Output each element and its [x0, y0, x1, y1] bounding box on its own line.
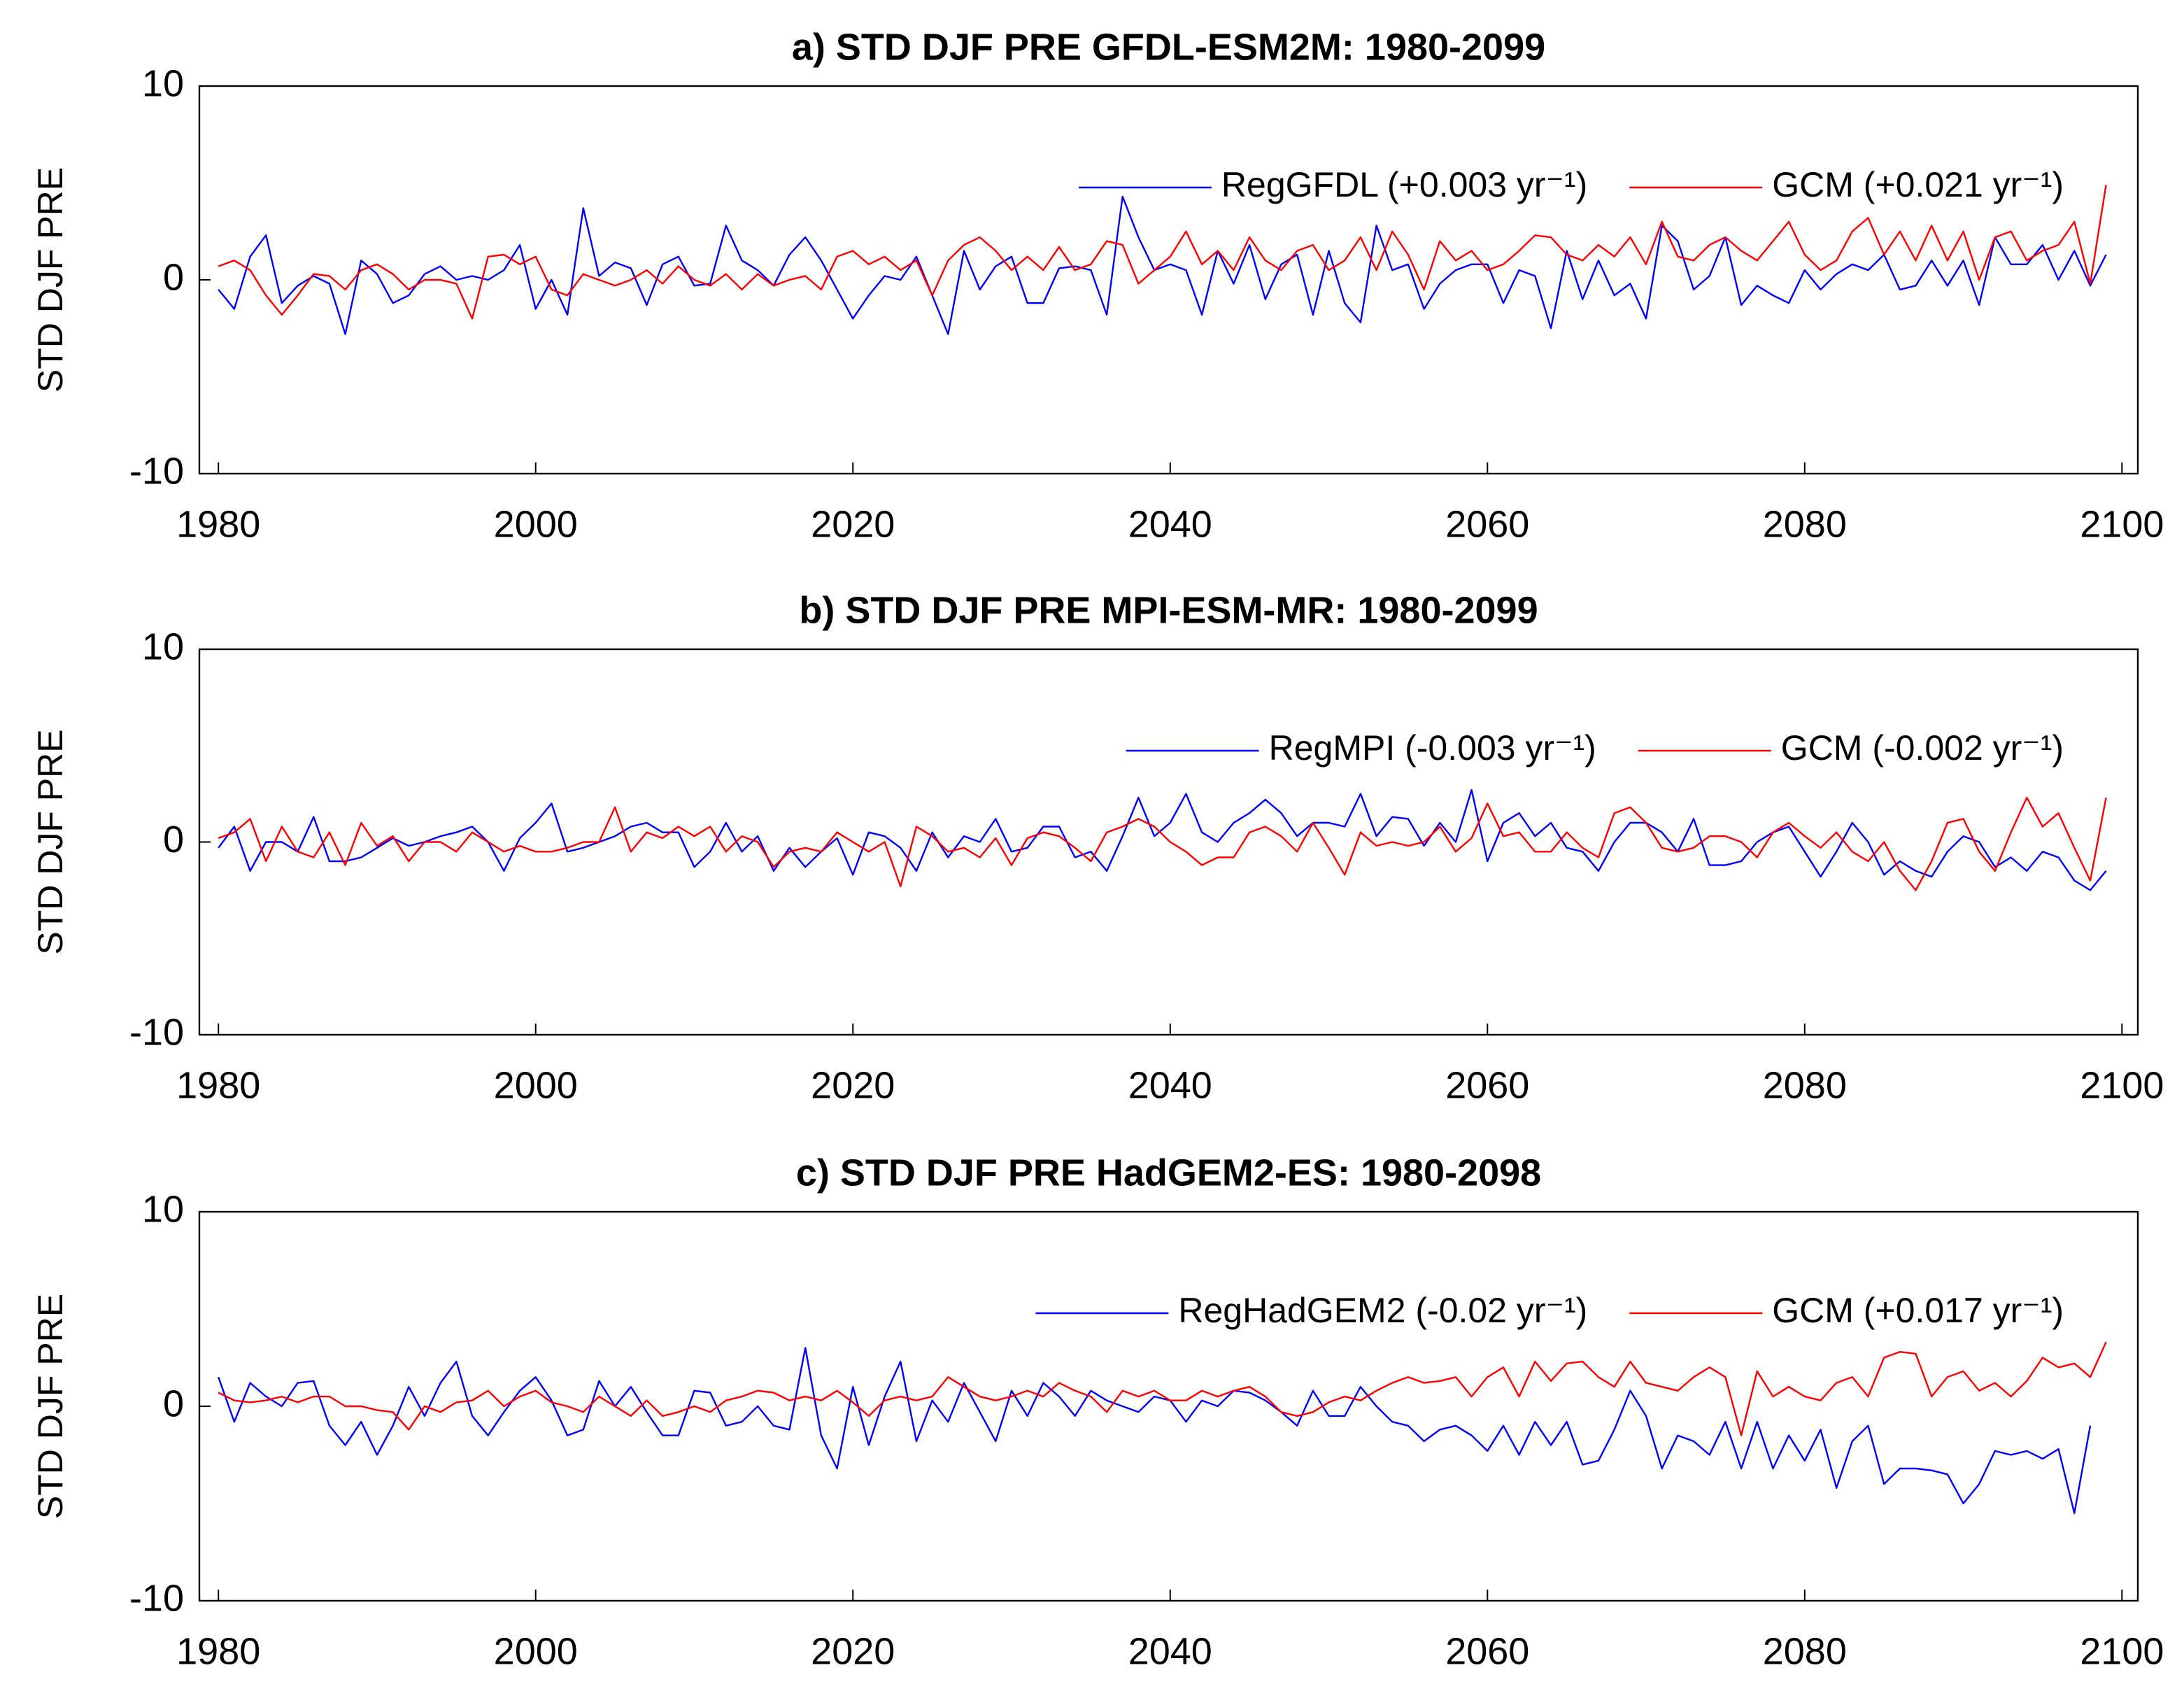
x-tick-label: 2020	[811, 1630, 895, 1672]
legend-label: GCM (+0.021 yr⁻¹)	[1772, 165, 2064, 204]
y-tick-label: 0	[163, 1382, 184, 1424]
x-tick-label: 2080	[1763, 503, 1847, 545]
chart-title: b) STD DJF PRE MPI-ESM-MR: 1980-2099	[799, 589, 1538, 631]
series-line	[218, 1347, 2092, 1515]
y-tick-label: -10	[129, 1011, 184, 1053]
x-tick-label: 2100	[2080, 1630, 2164, 1672]
legend: RegGFDL (+0.003 yr⁻¹) GCM (+0.021 yr⁻¹)	[1078, 165, 2064, 204]
y-axis-label: STD DJF PRE	[31, 729, 70, 954]
y-axis-label: STD DJF PRE	[31, 167, 70, 392]
plot-frame	[198, 648, 2139, 1036]
legend-label: RegMPI (-0.003 yr⁻¹)	[1269, 728, 1596, 767]
panel: c) STD DJF PRE HadGEM2-ES: 1980-2098 STD …	[31, 1152, 2164, 1672]
y-axis-label: STD DJF PRE	[31, 1294, 70, 1519]
legend-label: RegHadGEM2 (-0.02 yr⁻¹)	[1178, 1291, 1587, 1330]
x-tick-label: 2020	[811, 1064, 895, 1106]
y-tick-label: 0	[163, 256, 184, 298]
x-tick-label: 1980	[176, 503, 260, 545]
x-tick-label: 2040	[1128, 503, 1212, 545]
x-tick-label: 2000	[494, 1064, 578, 1106]
legend-label: RegGFDL (+0.003 yr⁻¹)	[1221, 165, 1587, 204]
x-tick-label: 2000	[494, 1630, 578, 1672]
panel: a) STD DJF PRE GFDL-ESM2M: 1980-2099 STD …	[31, 26, 2164, 545]
y-tick-label: -10	[129, 1577, 184, 1619]
x-tick-label: 1980	[176, 1630, 260, 1672]
x-tick-label: 1980	[176, 1064, 260, 1106]
x-tick-label: 2000	[494, 503, 578, 545]
legend: RegHadGEM2 (-0.02 yr⁻¹) GCM (+0.017 yr⁻¹)	[1035, 1291, 2064, 1330]
plot-frame	[198, 85, 2139, 475]
series-line	[218, 1341, 2107, 1436]
panel: b) STD DJF PRE MPI-ESM-MR: 1980-2099 STD …	[31, 589, 2164, 1106]
y-tick-label: 10	[142, 625, 184, 667]
y-tick-label: 0	[163, 819, 184, 861]
series-line	[218, 195, 2107, 335]
x-tick-label: 2080	[1763, 1630, 1847, 1672]
y-tick-label: -10	[129, 450, 184, 492]
legend-label: GCM (-0.002 yr⁻¹)	[1781, 728, 2064, 767]
x-tick-label: 2060	[1445, 1630, 1529, 1672]
x-tick-label: 2020	[811, 503, 895, 545]
x-tick-label: 2040	[1128, 1064, 1212, 1106]
x-tick-label: 2100	[2080, 503, 2164, 545]
series-line	[218, 788, 2107, 891]
x-tick-label: 2060	[1445, 503, 1529, 545]
chart-title: a) STD DJF PRE GFDL-ESM2M: 1980-2099	[792, 26, 1545, 68]
x-tick-label: 2100	[2080, 1064, 2164, 1106]
series-line	[218, 185, 2107, 320]
legend-label: GCM (+0.017 yr⁻¹)	[1772, 1291, 2064, 1330]
x-tick-label: 2080	[1763, 1064, 1847, 1106]
y-tick-label: 10	[142, 1188, 184, 1230]
chart-title: c) STD DJF PRE HadGEM2-ES: 1980-2098	[796, 1152, 1541, 1194]
legend: RegMPI (-0.003 yr⁻¹) GCM (-0.002 yr⁻¹)	[1126, 728, 2064, 767]
y-tick-label: 10	[142, 62, 184, 104]
x-tick-label: 2060	[1445, 1064, 1529, 1106]
x-tick-label: 2040	[1128, 1630, 1212, 1672]
plot-frame	[198, 1210, 2139, 1602]
series-line	[218, 796, 2107, 891]
